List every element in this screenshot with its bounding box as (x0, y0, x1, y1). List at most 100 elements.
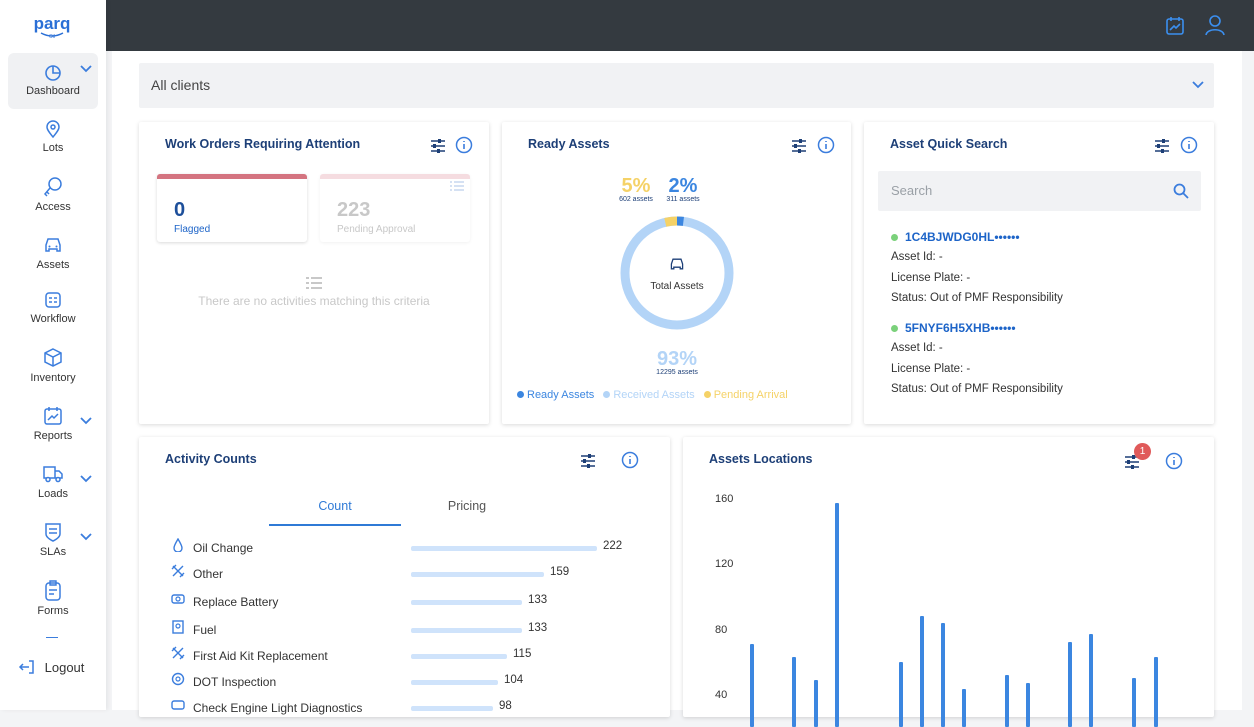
activity-name: First Aid Kit Replacement (193, 649, 328, 663)
activity-bar (411, 628, 522, 633)
filter-sliders-icon[interactable] (579, 452, 597, 470)
location-bar[interactable] (1068, 642, 1072, 727)
sidebar-item-inventory[interactable]: Inventory (8, 347, 98, 384)
search-result-vin[interactable]: 5FNYF6H5XHB•••••• (891, 321, 1016, 335)
chevron-down-icon[interactable] (80, 417, 92, 425)
search-result-plate: License Plate: - (891, 272, 970, 284)
legend-item-ready[interactable]: Ready Assets (517, 389, 594, 401)
sidebar-item-dashboard[interactable]: Dashboard (8, 53, 98, 109)
flagged-value: 0 (174, 199, 185, 222)
work-orders-card: Work Orders Requiring Attention 0 Flagge… (139, 122, 489, 424)
search-result-plate: License Plate: - (891, 363, 970, 375)
received-stat: 2% 311 assets (662, 176, 704, 203)
info-icon[interactable] (1180, 136, 1198, 154)
legend-item-pending[interactable]: Pending Arrival (704, 389, 788, 401)
chevron-down-icon[interactable] (80, 475, 92, 483)
sidebar-item-assets[interactable]: Assets (8, 234, 98, 271)
location-bar[interactable] (814, 680, 818, 727)
activity-name: DOT Inspection (193, 675, 276, 689)
activity-name: Replace Battery (193, 595, 278, 609)
flagged-stat-card[interactable]: 0 Flagged (157, 174, 307, 242)
asset-search-input[interactable]: Search (878, 171, 1201, 211)
card-title: Activity Counts (165, 452, 257, 466)
location-bar[interactable] (792, 657, 796, 727)
chevron-down-icon[interactable] (80, 65, 92, 73)
sidebar-item-forms[interactable]: Forms (8, 580, 98, 617)
sidebar-item-loads[interactable]: Loads (8, 463, 98, 500)
search-result-status: Status: Out of PMF Responsibility (891, 292, 1063, 304)
activity-value: 98 (499, 700, 512, 712)
location-bar[interactable] (1026, 683, 1030, 727)
pending-count: 602 assets (614, 196, 658, 203)
logout-button[interactable]: Logout (17, 657, 84, 677)
activity-bar (411, 572, 544, 577)
location-bar[interactable] (920, 616, 924, 727)
search-icon[interactable] (1173, 183, 1189, 199)
info-icon[interactable] (621, 451, 639, 469)
info-icon[interactable] (455, 136, 473, 154)
sidebar-item-label: Forms (8, 605, 98, 617)
search-placeholder: Search (891, 183, 932, 198)
tab-pricing[interactable]: Pricing (401, 499, 533, 513)
legend-item-received[interactable]: Received Assets (603, 389, 694, 401)
filter-sliders-icon[interactable] (790, 137, 808, 155)
filter-sliders-icon[interactable] (1153, 137, 1171, 155)
location-bar[interactable] (1089, 634, 1093, 727)
dashboard-pie-icon (43, 62, 63, 82)
location-bar[interactable] (1132, 678, 1136, 727)
flagged-label: Flagged (174, 224, 210, 235)
fuel-icon (171, 620, 185, 634)
box-icon (43, 347, 63, 369)
sidebar-item-workflow[interactable]: Workflow (8, 290, 98, 325)
y-tick-label: 80 (715, 624, 727, 636)
activity-value: 133 (528, 594, 547, 606)
truck-icon (42, 463, 64, 485)
info-icon[interactable] (817, 136, 835, 154)
activity-value: 133 (528, 622, 547, 634)
chevron-down-icon[interactable] (80, 533, 92, 541)
sidebar-item-slas[interactable]: SLAs (8, 521, 98, 558)
client-select-value: All clients (151, 77, 210, 93)
reports-notes-icon[interactable] (1164, 15, 1186, 37)
tab-count[interactable]: Count (269, 499, 401, 526)
key-icon (43, 176, 63, 198)
filter-sliders-icon[interactable] (429, 137, 447, 155)
location-bar[interactable] (962, 689, 966, 727)
location-bar[interactable] (941, 623, 945, 727)
info-icon[interactable] (1165, 452, 1183, 470)
search-result-vin[interactable]: 1C4BJWDG0HL•••••• (891, 230, 1020, 244)
pending-approval-stat-card[interactable]: 223 Pending Approval (320, 174, 470, 242)
sidebar-item-label: Workflow (8, 313, 98, 325)
location-bar[interactable] (835, 503, 839, 727)
user-profile-icon[interactable] (1204, 14, 1226, 36)
oil-drop-icon (171, 538, 185, 552)
svg-text:parq: parq (34, 14, 71, 33)
activity-row[interactable]: Replace Battery 133 (171, 592, 641, 612)
client-select[interactable]: All clients (139, 63, 1214, 108)
sidebar-item-reports[interactable]: Reports (8, 405, 98, 442)
empty-list-icon (306, 276, 322, 290)
location-bar[interactable] (1154, 657, 1158, 727)
ready-segment (625, 221, 729, 325)
pending-approval-label: Pending Approval (337, 224, 415, 235)
sidebar: parq Oil Dashboard Lots Access Assets Wo… (0, 0, 106, 710)
location-bar[interactable] (750, 644, 754, 727)
asset-quick-search-card: Asset Quick Search Search 1C4BJWDG0HL•••… (864, 122, 1214, 424)
parq-logo[interactable]: parq Oil (32, 12, 72, 40)
sidebar-item-access[interactable]: Access (8, 176, 98, 213)
search-result-status: Status: Out of PMF Responsibility (891, 383, 1063, 395)
chevron-down-icon (1192, 81, 1204, 89)
location-bar[interactable] (899, 662, 903, 727)
sidebar-item-lots[interactable]: Lots (8, 119, 98, 154)
tools-icon (171, 646, 185, 660)
location-bar[interactable] (1005, 675, 1009, 727)
donut-legend: Ready Assets Received Assets Pending Arr… (517, 389, 788, 401)
list-icon (450, 181, 464, 191)
car-icon (42, 234, 64, 256)
